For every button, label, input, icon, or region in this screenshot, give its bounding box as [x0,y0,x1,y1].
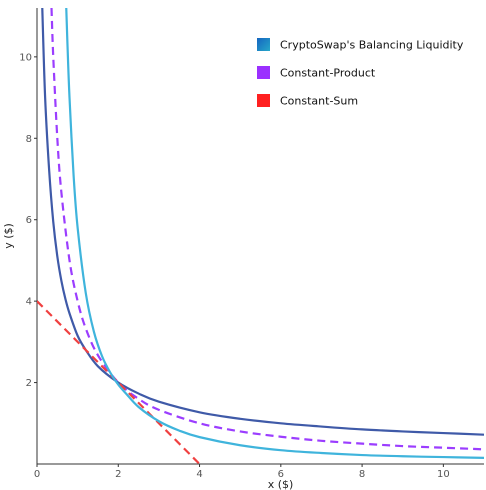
series-layer [37,8,484,464]
x-tick-label: 4 [196,469,202,480]
legend-label: CryptoSwap's Balancing Liquidity [280,39,464,52]
x-tick-label: 10 [437,469,450,480]
legend-item-constant-sum: Constant-Sum [257,94,358,108]
axes-layer: 0 2 4 6 8 10 2 4 6 8 10 x ($) y ($) [2,8,484,490]
y-tick-label: 8 [26,134,32,145]
legend: CryptoSwap's Balancing Liquidity Constant… [257,38,464,108]
legend-label: Constant-Product [280,67,376,80]
y-tick-label: 4 [26,297,32,308]
series-line-constant-product [50,8,484,451]
legend-swatch [257,94,270,107]
x-tick-label: 0 [34,469,40,480]
x-tick-label: 6 [278,469,284,480]
x-tick-label: 2 [115,469,121,480]
legend-item-constant-product: Constant-Product [257,66,376,80]
y-axis-title: y ($) [2,223,15,249]
legend-swatch [257,66,270,79]
legend-label: Constant-Sum [280,95,358,108]
y-tick-label: 10 [19,52,32,63]
legend-item-cryptoswap-s-balancing-liquidity: CryptoSwap's Balancing Liquidity [257,38,464,52]
series-line-cryptoswap-s-balancing-liquidity [41,8,484,436]
y-tick-label: 2 [26,378,32,389]
y-tick-label: 6 [26,215,32,226]
legend-swatch [257,38,270,51]
series-group [37,8,484,464]
x-axis-title: x ($) [268,478,294,490]
series-line-cryptoswap-s-balancing-liquidity-outer [65,8,484,459]
x-tick-label: 8 [359,469,365,480]
